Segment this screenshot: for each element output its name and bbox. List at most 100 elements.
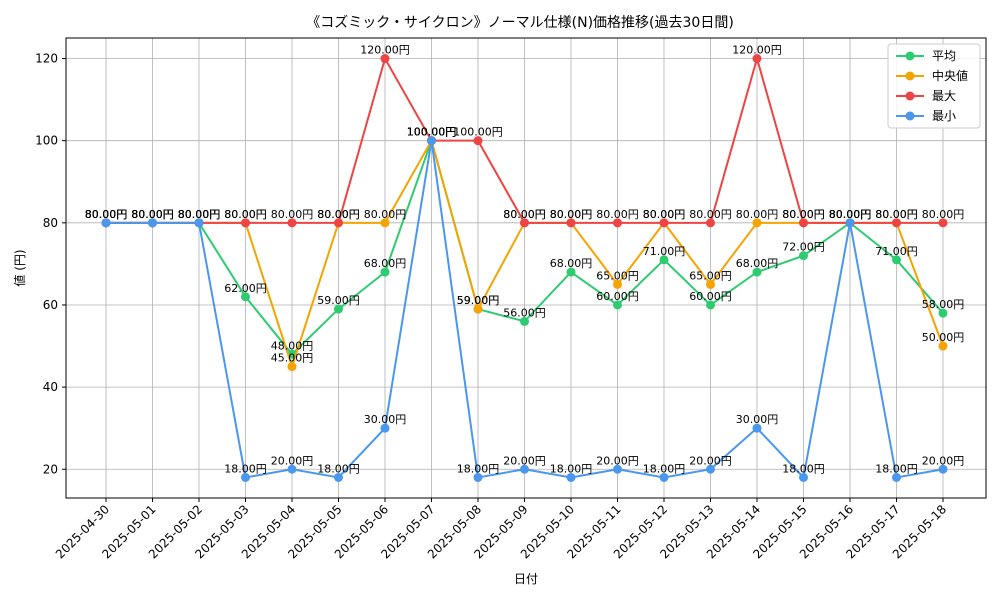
y-axis-title: 値 (円)	[12, 249, 27, 286]
data-label: 80.00円	[85, 208, 128, 221]
series-layer	[101, 54, 948, 482]
legend-swatch-marker	[905, 111, 915, 121]
data-point	[194, 218, 204, 228]
data-point	[287, 464, 297, 474]
y-tick-label: 80	[43, 216, 58, 230]
data-label: 80.00円	[178, 208, 221, 221]
data-label: 80.00円	[224, 208, 267, 221]
data-label: 18.00円	[224, 462, 267, 475]
data-label: 71.00円	[643, 245, 686, 258]
data-point	[427, 136, 436, 146]
data-label: 18.00円	[643, 462, 686, 475]
data-label: 80.00円	[503, 208, 546, 221]
data-label: 20.00円	[271, 454, 314, 467]
data-point	[938, 218, 948, 228]
data-label: 30.00円	[364, 413, 407, 426]
data-label: 80.00円	[736, 208, 779, 221]
data-point	[752, 218, 762, 228]
legend-label: 平均	[932, 49, 956, 63]
data-point	[241, 472, 250, 482]
data-point	[938, 308, 948, 318]
data-point	[659, 218, 669, 228]
data-label: 80.00円	[317, 208, 360, 221]
data-label: 20.00円	[596, 454, 639, 467]
data-point	[566, 218, 576, 228]
data-point	[566, 267, 576, 277]
legend-label: 中央値	[932, 68, 968, 83]
y-axis: 20 40 60 80 100 120	[35, 52, 66, 476]
data-label: 20.00円	[689, 454, 732, 467]
data-point	[380, 423, 390, 433]
data-point	[334, 472, 343, 482]
data-label: 80.00円	[875, 208, 918, 221]
data-label: 80.00円	[550, 208, 593, 221]
data-label: 59.00円	[457, 294, 500, 307]
data-point	[892, 472, 901, 482]
data-label: 80.00円	[131, 208, 174, 221]
data-label: 100.00円	[407, 126, 457, 139]
legend-swatch-marker	[905, 91, 915, 101]
data-label: 60.00円	[689, 290, 732, 303]
y-tick-label: 20	[43, 462, 58, 476]
data-label: 80.00円	[643, 208, 686, 221]
data-label: 59.00円	[317, 294, 360, 307]
data-point	[148, 218, 157, 228]
data-label: 80.00円	[131, 208, 174, 221]
x-axis-title: 日付	[514, 572, 538, 586]
data-point	[659, 255, 669, 265]
data-label: 80.00円	[85, 208, 128, 221]
data-point	[287, 362, 297, 372]
y-tick-label: 60	[43, 298, 58, 312]
data-label: 80.00円	[875, 208, 918, 221]
data-label: 80.00円	[131, 208, 174, 221]
data-label: 58.00円	[922, 298, 965, 311]
data-point	[613, 279, 622, 289]
data-label: 80.00円	[782, 208, 825, 221]
data-label: 80.00円	[829, 208, 872, 221]
data-point	[473, 136, 483, 146]
data-point	[287, 218, 297, 228]
data-label: 68.00円	[550, 257, 593, 270]
data-label: 80.00円	[829, 208, 872, 221]
plot-frame	[65, 37, 987, 499]
data-point	[938, 464, 948, 474]
data-label: 30.00円	[736, 413, 779, 426]
data-label: 71.00円	[875, 245, 918, 258]
data-label: 80.00円	[503, 208, 546, 221]
data-label: 60.00円	[596, 290, 639, 303]
data-point	[752, 423, 762, 433]
data-point	[613, 464, 622, 474]
data-point	[706, 300, 715, 310]
legend-label: 最大	[932, 89, 956, 103]
data-label: 80.00円	[131, 208, 174, 221]
data-label: 80.00円	[224, 208, 267, 221]
data-label: 120.00円	[360, 44, 410, 57]
data-point	[752, 267, 762, 277]
data-label: 68.00円	[736, 257, 779, 270]
data-point	[706, 464, 715, 474]
data-label: 80.00円	[364, 208, 407, 221]
data-label: 18.00円	[875, 462, 918, 475]
y-tick-label: 120	[35, 52, 58, 66]
data-label: 65.00円	[596, 269, 639, 282]
chart-title: 《コズミック・サイクロン》ノーマル仕様(N)価格推移(過去30日間)	[306, 15, 734, 31]
data-label: 80.00円	[689, 208, 732, 221]
data-label: 80.00円	[178, 208, 221, 221]
data-point	[845, 218, 855, 228]
data-point	[380, 267, 390, 277]
data-label: 100.00円	[407, 126, 457, 139]
x-axis: 2025-04-302025-05-012025-05-022025-05-03…	[53, 498, 949, 561]
data-point	[380, 218, 390, 228]
data-point	[752, 54, 762, 64]
data-label: 20.00円	[503, 454, 546, 467]
data-label: 80.00円	[85, 208, 128, 221]
data-label: 80.00円	[829, 208, 872, 221]
data-label: 18.00円	[550, 462, 593, 475]
data-label: 18.00円	[457, 462, 500, 475]
data-point	[380, 54, 390, 64]
data-label: 56.00円	[503, 306, 546, 319]
data-label: 18.00円	[317, 462, 360, 475]
data-point	[613, 218, 622, 228]
data-point	[520, 316, 529, 326]
